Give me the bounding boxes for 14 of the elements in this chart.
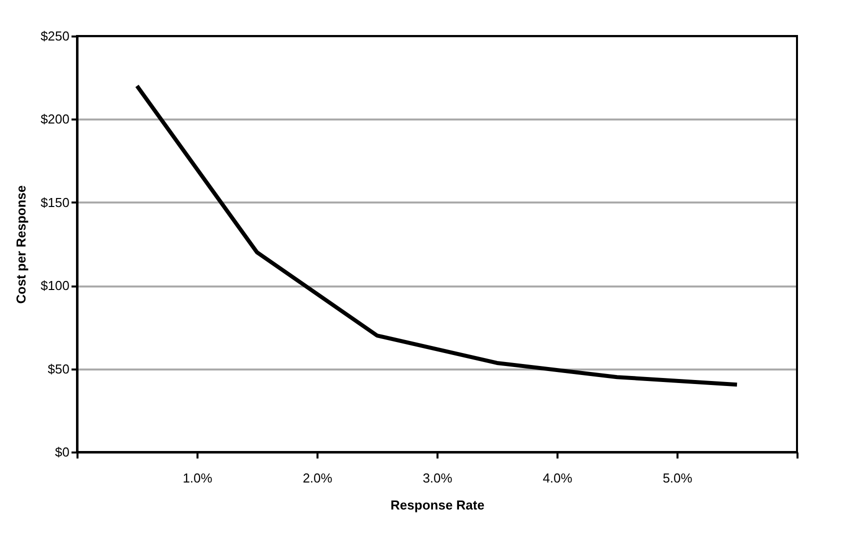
x-axis-title: Response Rate xyxy=(390,498,484,512)
y-tick-label: $250 xyxy=(40,28,70,44)
x-tick-label: 2.0% xyxy=(302,470,333,486)
y-tick-label: $150 xyxy=(40,194,70,210)
line-series xyxy=(135,84,739,387)
x-tick-label: 3.0% xyxy=(422,470,453,486)
y-tick-label: $100 xyxy=(40,278,70,294)
y-tick-label: $200 xyxy=(40,112,70,127)
x-tick-label: 5.0% xyxy=(662,470,693,486)
y-tick-label: $50 xyxy=(48,361,70,376)
y-tick-label: $0 xyxy=(55,444,70,460)
x-tick-label: 1.0% xyxy=(182,470,213,486)
y-axis-title: Cost per Response xyxy=(14,185,29,304)
x-tick-label: 4.0% xyxy=(542,470,573,486)
